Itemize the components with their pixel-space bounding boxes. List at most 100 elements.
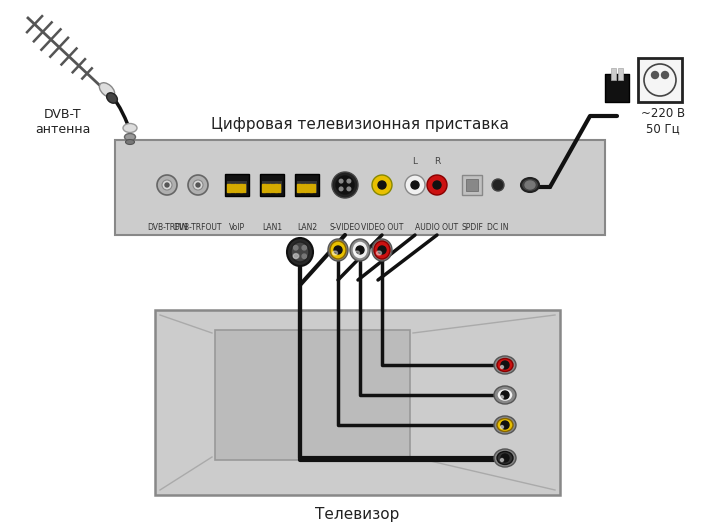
Circle shape xyxy=(427,175,447,195)
Circle shape xyxy=(347,187,351,191)
Text: DVB-TRFOUT: DVB-TRFOUT xyxy=(174,223,222,232)
Circle shape xyxy=(302,254,307,258)
Ellipse shape xyxy=(497,451,513,465)
Ellipse shape xyxy=(377,251,382,255)
Ellipse shape xyxy=(497,389,513,401)
Bar xyxy=(239,184,240,192)
Bar xyxy=(611,68,616,80)
Ellipse shape xyxy=(287,238,313,266)
Ellipse shape xyxy=(125,139,135,145)
Bar xyxy=(234,184,235,192)
Text: ~220 В
50 Гц: ~220 В 50 Гц xyxy=(641,107,685,135)
Ellipse shape xyxy=(350,239,370,261)
Text: VIDEO OUT: VIDEO OUT xyxy=(361,223,403,232)
Circle shape xyxy=(196,183,200,187)
Bar xyxy=(215,330,410,460)
Circle shape xyxy=(501,421,509,429)
Ellipse shape xyxy=(354,251,359,255)
Ellipse shape xyxy=(328,239,348,261)
Bar xyxy=(297,181,317,193)
Text: AUDIO OUT: AUDIO OUT xyxy=(415,223,459,232)
Bar xyxy=(260,174,284,196)
Ellipse shape xyxy=(374,241,390,259)
Circle shape xyxy=(302,246,307,250)
Circle shape xyxy=(193,180,203,190)
Circle shape xyxy=(662,71,668,79)
Bar xyxy=(264,184,266,192)
Text: LAN2: LAN2 xyxy=(297,223,317,232)
Ellipse shape xyxy=(293,253,299,259)
Bar xyxy=(466,179,478,191)
Bar xyxy=(314,184,315,192)
Bar xyxy=(269,184,271,192)
Circle shape xyxy=(334,246,342,254)
Circle shape xyxy=(294,246,298,250)
Circle shape xyxy=(339,180,343,183)
Bar xyxy=(227,184,228,192)
Circle shape xyxy=(378,246,386,254)
Ellipse shape xyxy=(330,241,346,259)
Circle shape xyxy=(501,361,509,369)
Text: DVB-TRFIN: DVB-TRFIN xyxy=(147,223,187,232)
Bar xyxy=(279,184,280,192)
Text: SPDIF: SPDIF xyxy=(461,223,483,232)
Circle shape xyxy=(492,179,504,191)
Bar xyxy=(225,174,249,196)
Bar xyxy=(618,68,623,80)
Bar xyxy=(237,184,238,192)
Ellipse shape xyxy=(333,251,338,255)
Bar xyxy=(227,181,247,193)
Circle shape xyxy=(347,180,351,183)
Bar xyxy=(262,184,264,192)
Bar xyxy=(300,184,301,192)
Ellipse shape xyxy=(497,359,513,372)
Ellipse shape xyxy=(494,416,516,434)
Bar xyxy=(605,74,629,102)
Bar xyxy=(307,184,308,192)
Circle shape xyxy=(501,391,509,399)
Bar xyxy=(267,184,269,192)
Text: DVB-T
антенна: DVB-T антенна xyxy=(35,108,91,136)
Circle shape xyxy=(500,395,503,399)
Ellipse shape xyxy=(494,386,516,404)
Bar xyxy=(304,184,306,192)
Circle shape xyxy=(188,175,208,195)
Bar xyxy=(276,184,278,192)
Circle shape xyxy=(332,172,358,198)
Circle shape xyxy=(294,254,298,258)
Ellipse shape xyxy=(521,178,539,192)
Ellipse shape xyxy=(372,239,392,261)
Bar xyxy=(232,184,233,192)
Bar xyxy=(271,184,273,192)
Bar xyxy=(311,184,313,192)
Text: Телевизор: Телевизор xyxy=(315,507,399,522)
Circle shape xyxy=(372,175,392,195)
Text: VoIP: VoIP xyxy=(229,223,245,232)
Ellipse shape xyxy=(123,124,137,133)
Bar xyxy=(274,184,276,192)
Circle shape xyxy=(356,246,364,254)
Ellipse shape xyxy=(291,242,309,262)
Text: R: R xyxy=(434,157,440,166)
Text: DC IN: DC IN xyxy=(487,223,509,232)
Ellipse shape xyxy=(494,449,516,467)
Circle shape xyxy=(336,176,354,194)
Bar xyxy=(155,310,560,495)
Circle shape xyxy=(339,187,343,191)
Circle shape xyxy=(411,181,419,189)
Bar xyxy=(302,184,303,192)
Circle shape xyxy=(500,365,503,369)
Bar xyxy=(244,184,246,192)
Bar xyxy=(297,184,299,192)
FancyBboxPatch shape xyxy=(115,140,605,235)
Ellipse shape xyxy=(352,241,368,259)
Ellipse shape xyxy=(497,419,513,431)
Text: Цифровая телевизионная приставка: Цифровая телевизионная приставка xyxy=(211,117,509,132)
Circle shape xyxy=(157,175,177,195)
Bar xyxy=(241,184,243,192)
Text: LAN1: LAN1 xyxy=(262,223,282,232)
Bar xyxy=(295,174,319,196)
Circle shape xyxy=(165,183,169,187)
Circle shape xyxy=(652,71,659,79)
Ellipse shape xyxy=(107,93,117,103)
